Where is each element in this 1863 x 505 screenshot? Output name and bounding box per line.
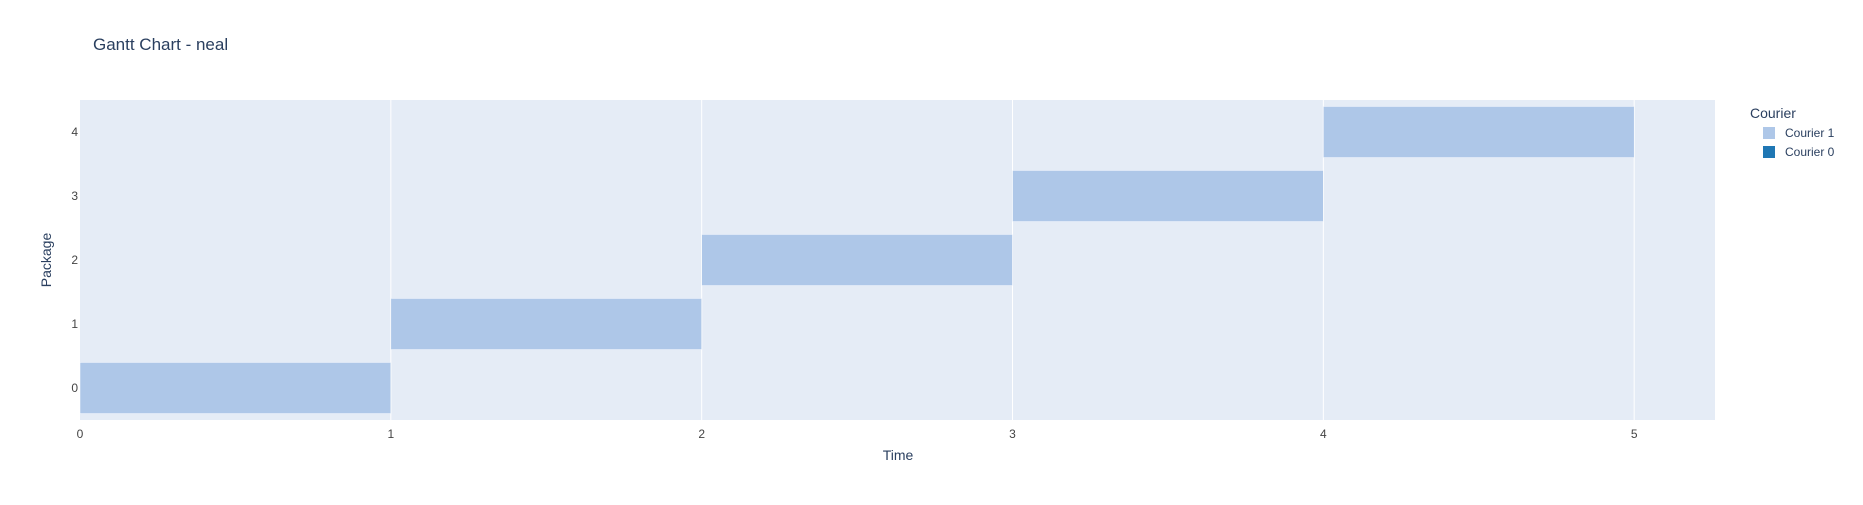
legend-items: Courier 1 Courier 0 — [1763, 126, 1835, 159]
gantt-bar — [390, 298, 702, 350]
legend-item-label: Courier 0 — [1785, 145, 1835, 159]
legend-swatch — [1763, 127, 1775, 139]
y-tick-label: 2 — [71, 253, 78, 267]
y-tick-label: 4 — [71, 125, 78, 139]
x-tick-label: 2 — [698, 427, 705, 441]
gantt-bar — [1323, 106, 1635, 158]
gantt-bar — [79, 362, 392, 414]
gantt-bar — [701, 234, 1013, 286]
x-tick-label: 4 — [1320, 427, 1327, 441]
bars — [79, 106, 1635, 414]
legend-title: Courier — [1750, 105, 1796, 121]
y-ticks: 0 1 2 3 4 — [71, 125, 78, 395]
x-axis-label: Time — [883, 447, 914, 463]
chart-title: Gantt Chart - neal — [93, 35, 228, 54]
x-tick-label: 0 — [77, 427, 84, 441]
x-tick-label: 3 — [1009, 427, 1016, 441]
legend-item-label: Courier 1 — [1785, 126, 1835, 140]
y-tick-label: 3 — [71, 189, 78, 203]
x-tick-label: 5 — [1631, 427, 1638, 441]
x-tick-label: 1 — [387, 427, 394, 441]
legend: Courier Courier 1 Courier 0 — [1750, 105, 1835, 159]
y-tick-label: 1 — [71, 317, 78, 331]
legend-swatch — [1763, 146, 1775, 158]
x-ticks: 0 1 2 3 4 5 — [77, 427, 1638, 441]
y-axis-label: Package — [38, 233, 54, 288]
gantt-bar — [1012, 170, 1324, 222]
y-tick-label: 0 — [71, 381, 78, 395]
